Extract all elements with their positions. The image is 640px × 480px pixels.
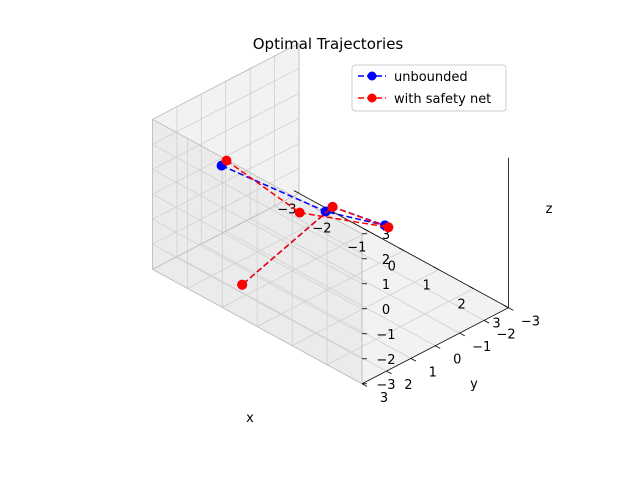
legend-label: with safety net — [394, 92, 491, 107]
grid-line — [152, 67, 300, 145]
legend-label: unbounded — [394, 70, 468, 85]
tick-marks-and-labels: −3 −3 −3 −2 −2 −2 −1 −1 −1 0 0 0 1 1 1 2 2 2 3 3 3 — [277, 190, 540, 406]
x-tick-mark — [293, 190, 300, 194]
legend: unbounded with safety net — [351, 64, 507, 112]
chart-title: Optimal Trajectories — [253, 35, 404, 53]
y-tick-label: 0 — [453, 353, 461, 368]
z-tick-label: −3 — [376, 378, 395, 393]
grid-line — [152, 143, 363, 260]
series-1 — [221, 155, 394, 290]
z-tick-label: 2 — [382, 253, 390, 268]
legend-marker — [367, 93, 377, 103]
x-axis-label: x — [246, 411, 254, 426]
x-tick-mark — [398, 247, 404, 251]
y-tick-mark — [361, 383, 368, 387]
x-tick-mark — [468, 285, 474, 290]
y-axis-label: y — [470, 377, 478, 392]
data-series — [216, 155, 394, 290]
data-point — [383, 222, 394, 233]
x-tick-label: 3 — [492, 317, 500, 332]
x-tick-label: 0 — [388, 260, 396, 275]
z-tick-label: −2 — [376, 353, 395, 368]
data-point — [320, 206, 331, 217]
x-tick-label: −2 — [312, 221, 331, 236]
x-tick-label: −1 — [347, 240, 366, 255]
z-axis-label: z — [546, 202, 553, 217]
legend-marker — [367, 71, 377, 81]
x-tick-mark — [363, 228, 370, 232]
y-tick-mark — [483, 320, 490, 324]
data-point — [327, 201, 338, 212]
data-point — [237, 279, 248, 290]
x-tick-label: 2 — [457, 298, 465, 313]
y-tick-label: 1 — [429, 365, 437, 380]
legend-box — [351, 64, 507, 112]
data-point — [294, 207, 305, 218]
pane-edge — [152, 42, 300, 120]
x-tick-mark — [433, 266, 439, 270]
y-tick-label: 2 — [404, 378, 412, 393]
y-tick-label: −1 — [472, 340, 491, 355]
grid-line — [176, 256, 387, 372]
x-tick-mark — [503, 304, 509, 309]
x-tick-label: 1 — [423, 279, 431, 294]
pane-edge — [152, 192, 300, 270]
x-tick-label: −3 — [277, 202, 296, 217]
y-tick-mark — [435, 345, 441, 349]
z-tick-label: 3 — [382, 228, 390, 243]
z-tick-label: 1 — [382, 278, 390, 293]
data-point — [221, 155, 232, 166]
y-tick-mark — [459, 332, 465, 337]
y-tick-mark — [410, 358, 417, 362]
y-tick-label: −3 — [521, 315, 540, 330]
pane-edge — [152, 268, 363, 385]
z-tick-label: 0 — [382, 303, 390, 318]
y-tick-label: 3 — [380, 391, 388, 406]
y-tick-mark — [508, 307, 514, 311]
y-tick-mark — [386, 370, 392, 375]
y-tick-label: −2 — [497, 327, 516, 342]
series-line — [226, 159, 389, 286]
z-tick-label: −1 — [376, 328, 395, 343]
